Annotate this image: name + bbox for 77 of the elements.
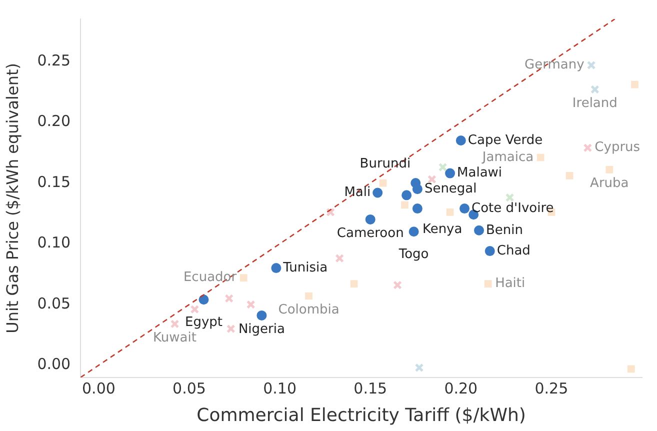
point	[590, 85, 600, 94]
data-label: Kuwait	[153, 330, 196, 346]
point	[170, 320, 180, 328]
y-tick-label: 0.00	[37, 355, 71, 374]
data-label: Haiti	[495, 276, 526, 292]
data-label: Nigeria	[238, 322, 285, 337]
point	[246, 300, 256, 309]
point	[446, 208, 454, 216]
point	[414, 363, 424, 372]
x-tick-label: 0.00	[82, 379, 116, 398]
x-tick-label: 0.10	[263, 379, 297, 398]
point	[586, 60, 596, 70]
x-axis-title: Commercial Electricity Tariff ($/kWh)	[196, 404, 526, 426]
point	[408, 226, 419, 237]
data-label: Benin	[486, 222, 524, 238]
x-tick-label: 0.20	[444, 379, 478, 398]
data-label: Senegal	[424, 181, 477, 196]
data-label: Burundi	[360, 156, 411, 172]
point	[456, 135, 466, 146]
point	[365, 214, 376, 224]
point	[271, 263, 282, 274]
data-label: Egypt	[184, 315, 223, 330]
point	[412, 204, 422, 214]
x-tick-label: 0.25	[534, 379, 568, 398]
x-tick-label: 0.05	[172, 379, 206, 398]
point	[606, 166, 614, 174]
point	[393, 280, 402, 290]
point	[379, 179, 387, 187]
point	[335, 254, 344, 263]
point	[326, 208, 335, 217]
data-label: Colombia	[278, 302, 340, 318]
point	[305, 292, 312, 300]
point	[198, 294, 209, 305]
data-label: Ireland	[572, 96, 618, 111]
point	[226, 324, 236, 334]
data-label: Chad	[496, 243, 530, 258]
point	[566, 172, 574, 180]
point	[402, 190, 412, 200]
x-tick-label: 0.15	[354, 379, 388, 398]
data-label: Kenya	[422, 222, 462, 237]
y-tick-label: 0.25	[37, 51, 71, 70]
point	[350, 280, 358, 288]
point	[240, 274, 248, 282]
point	[484, 246, 495, 256]
point	[412, 184, 422, 194]
data-label: Tunisia	[282, 260, 328, 276]
point	[460, 204, 470, 214]
point	[445, 168, 456, 178]
point	[631, 80, 638, 88]
data-label: Cameroon	[336, 226, 404, 241]
point	[224, 294, 234, 303]
data-label: Mali	[344, 185, 371, 200]
point	[484, 280, 492, 288]
point	[536, 154, 544, 162]
data-label: Germany	[524, 58, 585, 73]
point	[583, 143, 592, 152]
data-label: Cyprus	[594, 140, 640, 156]
data-label: Ecuador	[183, 270, 238, 286]
point	[190, 304, 200, 314]
y-axis-title: Unit Gas Price ($/kWh equivalent)	[2, 63, 22, 334]
y-tick-label: 0.10	[37, 234, 71, 252]
point	[438, 162, 448, 172]
point	[372, 188, 383, 198]
data-label: Cape Verde	[468, 132, 543, 148]
data-label: Cote d'Ivoire	[472, 200, 554, 216]
data-label: Jamaica	[481, 150, 534, 165]
point	[505, 193, 514, 202]
y-tick-label: 0.05	[37, 294, 71, 312]
point	[474, 225, 484, 236]
y-tick-label: 0.15	[37, 172, 71, 191]
point	[401, 201, 408, 209]
point	[256, 310, 267, 320]
data-label: Togo	[398, 246, 429, 262]
point	[627, 365, 635, 373]
data-label: Aruba	[590, 176, 629, 192]
y-tick-label: 0.20	[37, 112, 71, 130]
data-label: Malawi	[457, 166, 502, 181]
